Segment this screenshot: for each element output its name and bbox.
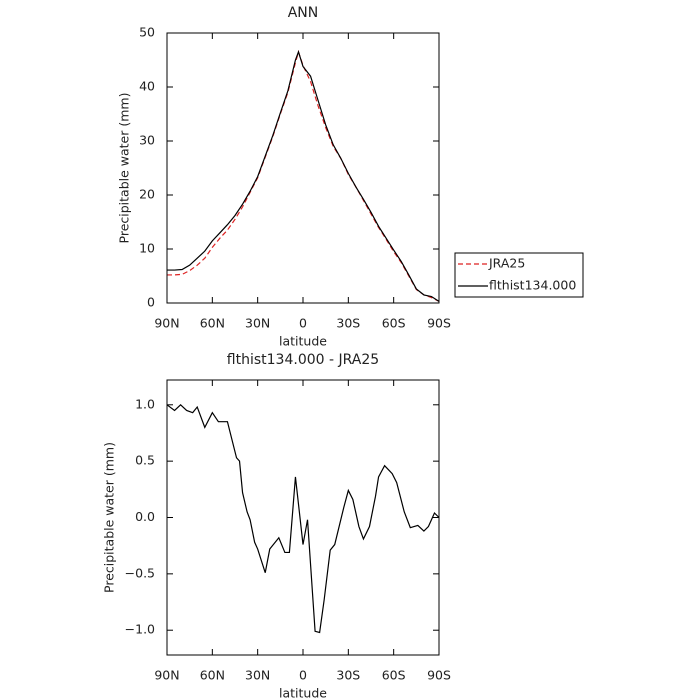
- x-tick-label: 90S: [427, 316, 451, 331]
- y-tick-label: −0.5: [125, 565, 155, 580]
- y-tick-label: 0: [147, 295, 155, 310]
- x-tick-label: 0: [299, 316, 307, 331]
- x-tick-label: 30S: [336, 668, 360, 683]
- x-tick-label: 90N: [154, 316, 179, 331]
- x-tick-label: 30N: [245, 668, 270, 683]
- plot-frame: [166, 379, 440, 656]
- data-line: [167, 49, 440, 302]
- x-tick-label: 0: [299, 668, 307, 683]
- x-tick-label: 60N: [200, 668, 225, 683]
- x-tick-label: 60S: [382, 316, 406, 331]
- chart-title: ANN: [288, 5, 319, 21]
- legend-label: flthist134.000: [489, 278, 576, 293]
- data-line: [167, 50, 440, 302]
- x-tick-label: 60N: [200, 316, 225, 331]
- legend-label: JRA25: [488, 256, 525, 271]
- y-tick-label: 30: [139, 133, 155, 148]
- y-tick-label: 0.0: [135, 509, 155, 524]
- plot-frame: [166, 32, 440, 304]
- y-tick-label: 10: [139, 241, 155, 256]
- x-axis-label: latitude: [279, 686, 327, 700]
- legend-box: [454, 252, 584, 298]
- y-tick-label: 40: [139, 79, 155, 94]
- y-tick-label: −1.0: [125, 622, 155, 637]
- x-tick-label: 30N: [245, 316, 270, 331]
- x-tick-label: 30S: [336, 316, 360, 331]
- x-axis-label: latitude: [279, 334, 327, 349]
- y-tick-label: 20: [139, 187, 155, 202]
- y-tick-label: 0.5: [135, 453, 155, 468]
- y-axis-label: Precipitable water (mm): [117, 93, 132, 244]
- y-tick-label: 50: [139, 25, 155, 40]
- data-line: [166, 403, 440, 634]
- x-tick-label: 90N: [154, 668, 179, 683]
- x-tick-label: 90S: [427, 668, 451, 683]
- y-axis-label: Precipitable water (mm): [102, 442, 117, 593]
- x-tick-label: 60S: [382, 668, 406, 683]
- y-tick-label: 1.0: [135, 396, 155, 411]
- chart-title: flthist134.000 - JRA25: [227, 352, 379, 368]
